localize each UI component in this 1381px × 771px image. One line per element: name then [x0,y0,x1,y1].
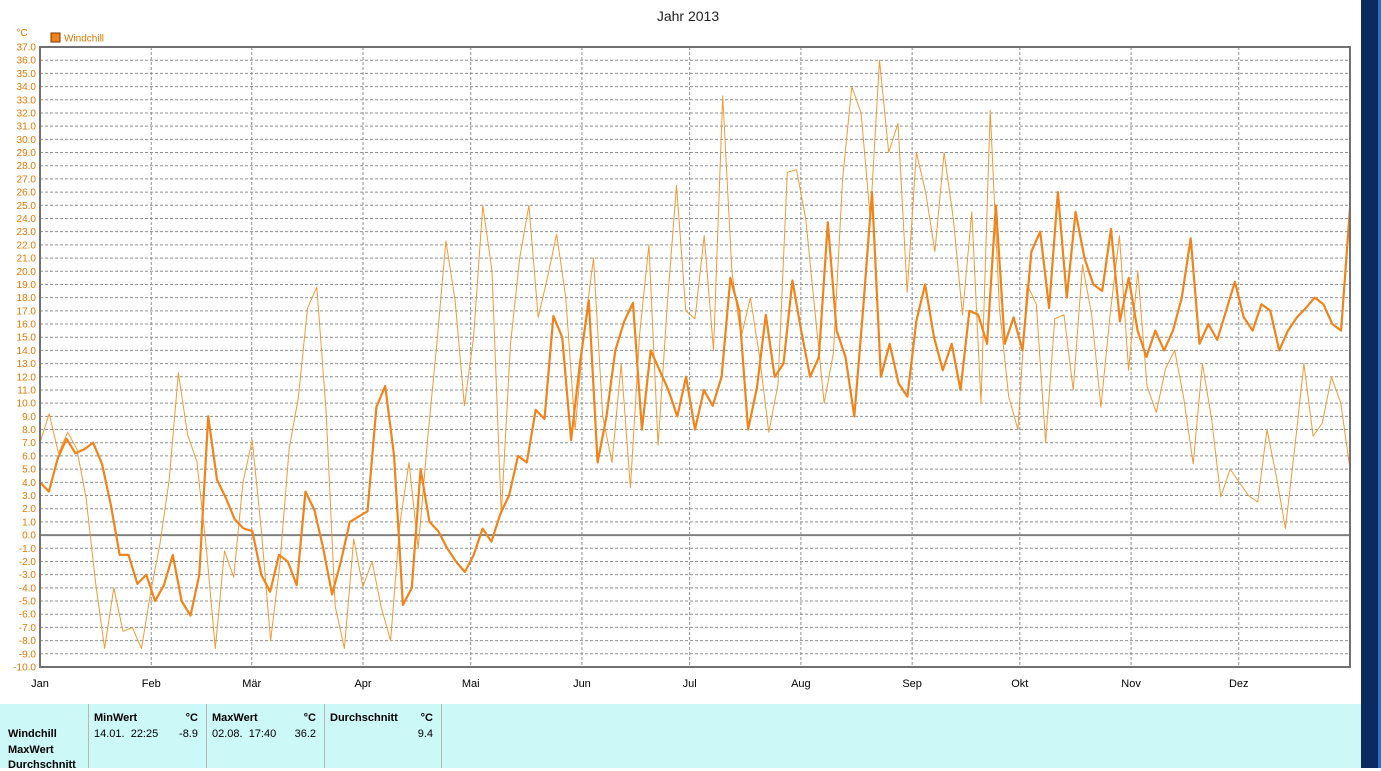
y-tick-label: 19.0 [17,280,37,291]
min-header: MinWert [94,712,138,724]
month-label: Jul [683,678,697,690]
y-tick-label: 26.0 [17,188,37,199]
y-tick-label: -4.0 [19,583,37,594]
month-label: Sep [902,678,922,690]
y-tick-label: 30.0 [17,135,37,146]
y-tick-label: 7.0 [22,438,36,449]
max-value: 36.2 [294,728,316,740]
y-tick-label: -5.0 [19,597,37,608]
month-label: Mai [462,678,480,690]
chart-title: Jahr 2013 [657,8,719,24]
avg-header: Durchschnitt [330,712,398,724]
yearly-windchill-chart: Jahr 2013 °C Windchill 37.0 36.0 35.0 34.0 3… [13,8,1352,690]
legend-swatch [50,32,61,43]
month-label: Mär [242,678,261,690]
series-line-max [39,59,1351,649]
y-tick-label: 3.0 [22,491,36,502]
max-header: MaxWert [212,712,258,724]
month-label: Nov [1121,678,1141,690]
y-tick-label: 35.0 [17,69,37,80]
month-label: Okt [1011,678,1028,690]
y-tick-label: 29.0 [17,148,37,159]
y-axis-unit: °C [16,28,27,39]
y-tick-label: 15.0 [17,333,37,344]
stats-max-column: MaxWert °C 02.08. 17:40 36.2 [207,704,325,768]
min-time: 14.01. 22:25 [94,728,159,740]
series-line-avg [39,191,1352,617]
stats-panel: Windchill MaxWert Durchschnitt MinWert °… [0,704,1361,771]
y-tick-label: -8.0 [19,636,37,647]
y-tick-label: -7.0 [19,623,37,634]
y-tick-label: 8.0 [22,425,36,436]
y-tick-label: -3.0 [19,570,37,581]
month-label: Dez [1229,678,1249,690]
y-tick-label: 1.0 [22,517,36,528]
y-tick-label: 10.0 [17,399,37,410]
month-label: Jan [31,678,49,690]
y-tick-label: 32.0 [17,108,37,119]
y-tick-label: 16.0 [17,320,37,331]
y-tick-label: 27.0 [17,174,37,185]
desktop-edge [1361,0,1381,768]
y-tick-label: 33.0 [17,95,37,106]
y-tick-label: 24.0 [17,214,37,225]
y-tick-label: -9.0 [19,649,37,660]
y-tick-label: 37.0 [17,43,37,54]
stats-avg-column: Durchschnitt °C 9.4 [325,704,442,768]
y-tick-label: 11.0 [17,385,36,396]
y-tick-label: 25.0 [17,201,37,212]
y-tick-label: 31.0 [17,122,37,133]
y-tick-label: 22.0 [17,240,37,251]
max-unit: °C [303,712,316,724]
y-tick-label: 13.0 [17,359,37,370]
legend-label: Windchill [64,34,104,45]
stats-label-column [0,704,89,768]
y-tick-label: 23.0 [17,227,37,238]
y-tick-label: 14.0 [17,346,37,357]
y-tick-label: 2.0 [22,504,36,515]
y-tick-label: -1.0 [19,544,37,555]
y-tick-label: 28.0 [17,161,37,172]
y-tick-label: 0.0 [22,531,36,542]
y-tick-label: 20.0 [17,267,37,278]
min-value: -8.9 [179,728,198,740]
month-label: Jun [573,678,591,690]
y-tick-label: 6.0 [22,451,36,462]
y-tick-label: 9.0 [22,412,36,423]
desktop-edge-stripe [1378,0,1381,768]
min-unit: °C [185,712,198,724]
y-tick-label: 21.0 [17,254,37,265]
max-time: 02.08. 17:40 [212,728,277,740]
y-tick-label: 5.0 [22,465,36,476]
month-label: Feb [142,678,161,690]
y-tick-label: -10.0 [13,663,36,674]
y-tick-label: -6.0 [19,610,37,621]
stats-row-label-windchill: Windchill [8,728,57,740]
y-tick-label: 36.0 [17,56,37,67]
month-label: Aug [791,678,811,690]
avg-unit: °C [420,712,433,724]
stats-min-column: MinWert °C 14.01. 22:25 -8.9 [89,704,207,768]
y-tick-label: 12.0 [17,372,37,383]
y-tick-label: 17.0 [17,306,37,317]
y-tick-label: 34.0 [17,82,37,93]
y-tick-label: -2.0 [19,557,37,568]
month-label: Apr [354,678,371,690]
y-tick-label: 18.0 [17,293,37,304]
avg-value: 9.4 [417,728,433,740]
y-tick-label: 4.0 [22,478,36,489]
plot-frame [39,46,1351,668]
stats-row-label-maxwert: MaxWert [8,744,54,756]
